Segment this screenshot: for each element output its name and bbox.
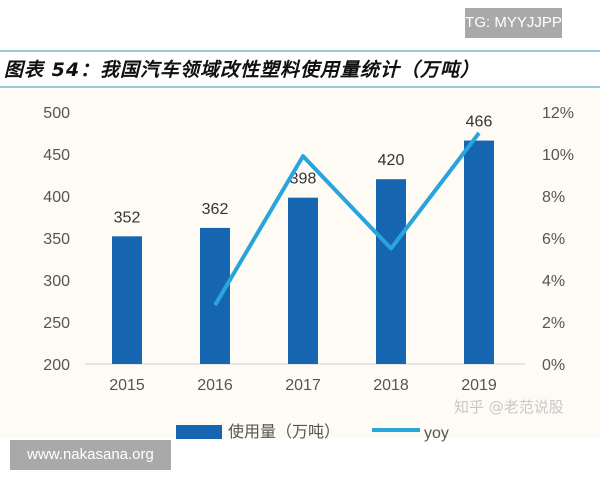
right-tick-label: 10% bbox=[542, 147, 574, 164]
x-tick-label: 2019 bbox=[461, 377, 497, 394]
credit-watermark: 知乎 @老范说股 bbox=[454, 398, 564, 416]
bar bbox=[200, 227, 230, 364]
site-label: www.nakasana.org bbox=[10, 440, 171, 470]
bar-data-label: 466 bbox=[466, 114, 493, 131]
right-tick-label: 6% bbox=[542, 231, 565, 248]
x-tick-label: 2016 bbox=[197, 377, 233, 394]
bar bbox=[376, 179, 406, 364]
right-tick-label: 8% bbox=[542, 189, 565, 206]
legend-bar-swatch bbox=[176, 425, 222, 439]
bar-data-label: 362 bbox=[202, 201, 229, 218]
bar bbox=[112, 236, 142, 364]
chart-title: 图表 54：我国汽车领域改性塑料使用量统计（万吨） bbox=[4, 59, 481, 81]
bar-data-label: 398 bbox=[290, 171, 317, 188]
yoy-line bbox=[213, 131, 481, 307]
left-tick-label: 200 bbox=[43, 357, 70, 374]
x-tick-label: 2017 bbox=[285, 377, 321, 394]
tg-label: TG: MYYJJPP bbox=[465, 8, 562, 38]
bar-data-label: 352 bbox=[114, 209, 141, 226]
left-tick-label: 500 bbox=[43, 105, 70, 122]
left-tick-label: 350 bbox=[43, 231, 70, 248]
legend-line-label: yoy bbox=[424, 425, 449, 442]
x-tick-label: 2018 bbox=[373, 377, 409, 394]
right-tick-label: 12% bbox=[542, 105, 574, 122]
right-tick-label: 2% bbox=[542, 315, 565, 332]
x-tick-label: 2015 bbox=[109, 377, 145, 394]
right-tick-label: 4% bbox=[542, 273, 565, 290]
left-tick-label: 300 bbox=[43, 273, 70, 290]
left-tick-label: 400 bbox=[43, 189, 70, 206]
left-tick-label: 250 bbox=[43, 315, 70, 332]
legend-bar-label: 使用量（万吨） bbox=[228, 423, 340, 441]
bar bbox=[288, 197, 318, 364]
left-tick-label: 450 bbox=[43, 147, 70, 164]
right-tick-label: 0% bbox=[542, 357, 565, 374]
bar-data-label: 420 bbox=[378, 152, 405, 169]
title-band: 图表 54：我国汽车领域改性塑料使用量统计（万吨） bbox=[0, 50, 600, 88]
bar bbox=[464, 140, 494, 364]
